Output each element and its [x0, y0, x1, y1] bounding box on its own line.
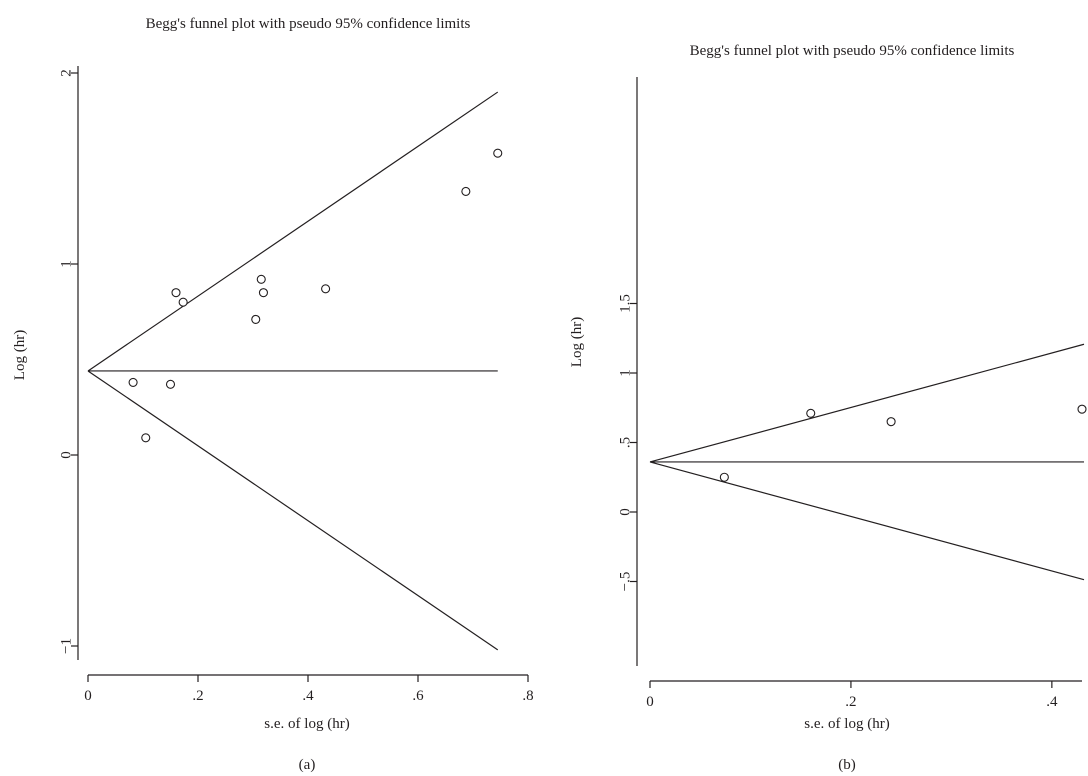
y-tick-label-a-0: −1 [58, 638, 74, 654]
data-point-a-5 [251, 314, 261, 324]
x-axis-label-b: s.e. of log (hr) [804, 716, 889, 732]
data-point-a-1 [141, 433, 151, 443]
lower-confidence-limit-b [649, 461, 1085, 581]
x-tick-label-a-2: .4 [302, 688, 314, 704]
data-points-b [719, 404, 1087, 482]
y-tick-label-a-3: 2 [58, 69, 74, 77]
data-point-a-7 [258, 288, 269, 298]
data-point-a-4 [178, 297, 188, 307]
x-tick-label-a-1: .2 [192, 688, 203, 704]
data-points-a [128, 148, 503, 443]
chart-title-b: Begg's funnel plot with pseudo 95% confi… [690, 43, 1015, 59]
data-point-a-9 [461, 186, 471, 196]
x-tick-label-a-4: .8 [522, 688, 533, 704]
y-axis-label-b: Log (hr) [569, 317, 585, 367]
data-point-a-0 [128, 377, 138, 387]
data-point-a-8 [321, 284, 331, 294]
data-point-b-0 [719, 472, 729, 482]
upper-confidence-limit-b [649, 343, 1085, 463]
data-point-a-3 [171, 288, 181, 298]
chart-panel-a: Begg's funnel plot with pseudo 95% confi… [12, 16, 534, 773]
panel-label-a: (a) [299, 757, 316, 773]
data-point-b-3 [1077, 404, 1087, 414]
data-point-b-2 [886, 417, 896, 427]
upper-confidence-limit-a [87, 91, 499, 372]
panel-label-b: (b) [838, 757, 856, 773]
y-tick-label-b-1: 0 [617, 508, 633, 516]
y-tick-label-a-1: 0 [58, 451, 74, 459]
chart-title-a: Begg's funnel plot with pseudo 95% confi… [146, 16, 471, 32]
data-point-a-2 [165, 379, 176, 389]
x-tick-label-b-1: .2 [845, 694, 856, 710]
x-tick-label-b-0: 0 [646, 694, 654, 710]
y-tick-label-b-0: −.5 [617, 572, 633, 592]
funnel-lines-a [87, 91, 499, 651]
x-axis-label-a: s.e. of log (hr) [264, 716, 349, 732]
funnel-lines-b [649, 343, 1085, 581]
y-tick-label-b-2: .5 [617, 437, 633, 448]
data-point-b-1 [806, 408, 816, 418]
x-tick-label-a-3: .6 [412, 688, 424, 704]
x-tick-label-a-0: 0 [84, 688, 92, 704]
x-tick-label-b-2: .4 [1046, 694, 1058, 710]
y-tick-label-a-2: 1 [58, 260, 74, 268]
data-point-a-6 [256, 274, 266, 284]
y-tick-label-b-4: 1.5 [617, 294, 633, 313]
lower-confidence-limit-a [87, 370, 499, 651]
y-axis-label-a: Log (hr) [12, 330, 28, 380]
y-tick-label-b-3: 1 [617, 369, 633, 377]
axis-ticks-b: −.5 0 .5 1 1.5 0 .2 .4 [617, 294, 1058, 710]
chart-panel-b: Begg's funnel plot with pseudo 95% confi… [569, 43, 1087, 773]
data-point-a-10 [493, 148, 503, 158]
axis-ticks-a: −1 0 1 2 0 .2 .4 .6 .8 [58, 69, 533, 704]
